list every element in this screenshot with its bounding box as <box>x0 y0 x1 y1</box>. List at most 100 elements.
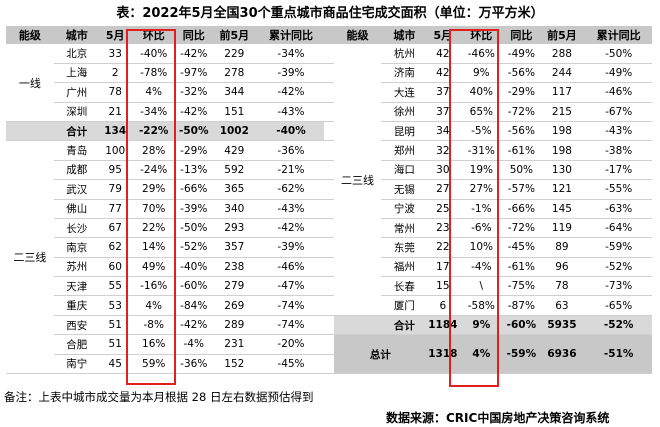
cell-yoy: -66% <box>504 199 539 219</box>
cell-ytd-value: 238 <box>210 257 258 278</box>
gap-cell <box>324 218 334 239</box>
cell-mom: -8% <box>130 315 177 336</box>
cell-ytd-yoy: -74% <box>257 295 325 316</box>
cell-yoy: -36% <box>176 354 211 375</box>
gap-cell <box>324 276 334 297</box>
cell-may-value: 6 <box>427 295 459 316</box>
header-ytd-yoy: 累计同比 <box>257 26 325 45</box>
cell-ytd-yoy: -45% <box>257 354 325 375</box>
cell-mom: 14% <box>130 237 177 258</box>
cell-yoy: -87% <box>504 295 539 316</box>
cell-mom: -34% <box>130 102 177 122</box>
cell-mom: -58% <box>458 295 505 316</box>
cell-mom: \ <box>458 276 505 297</box>
cell-city: 长春 <box>381 276 428 297</box>
gap-cell <box>324 315 334 336</box>
cell-yoy: -4% <box>176 334 211 355</box>
header-yoy: 同比 <box>504 26 539 45</box>
cell-ytd-yoy: -50% <box>585 44 652 64</box>
sum-mom: 9% <box>458 315 505 336</box>
cell-ytd-yoy: -42% <box>257 218 325 239</box>
cell-may-value: 95 <box>99 160 131 181</box>
grand-total-may-value: 1318 <box>427 334 459 375</box>
cell-mom: -40% <box>130 44 177 64</box>
cell-ytd-yoy: -39% <box>257 237 325 258</box>
header-may: 5月 <box>427 26 459 45</box>
cell-mom: 29% <box>130 179 177 200</box>
grand-total-yoy: -59% <box>504 334 539 375</box>
cell-may-value: 33 <box>99 44 131 64</box>
sum-may-value: 1184 <box>427 315 459 336</box>
cell-ytd-value: 340 <box>210 199 258 219</box>
cell-ytd-value: 279 <box>210 276 258 297</box>
cell-city: 郑州 <box>381 140 428 161</box>
header-mom: 环比 <box>458 26 505 45</box>
cell-ytd-value: 344 <box>210 82 258 103</box>
cell-ytd-value: 365 <box>210 179 258 200</box>
grand-total-mom: 4% <box>458 334 505 375</box>
gap-cell <box>324 82 334 103</box>
cell-ytd-yoy: -42% <box>257 82 325 103</box>
sum-mom: -22% <box>130 121 177 142</box>
cell-may-value: 67 <box>99 218 131 239</box>
cell-yoy: -39% <box>176 199 211 219</box>
cell-ytd-value: 592 <box>210 160 258 181</box>
cell-may-value: 17 <box>427 257 459 278</box>
sum-blank <box>6 121 54 142</box>
cell-yoy: -60% <box>176 276 211 297</box>
cell-ytd-yoy: -38% <box>585 140 652 161</box>
sum-ytd-value: 5935 <box>538 315 586 336</box>
gap-cell <box>324 237 334 258</box>
cell-ytd-yoy: -65% <box>585 295 652 316</box>
sum-yoy: -50% <box>176 121 211 142</box>
cell-yoy: -61% <box>504 140 539 161</box>
sum-blank-right <box>333 315 382 336</box>
cell-yoy: 50% <box>504 160 539 181</box>
cell-yoy: -66% <box>176 179 211 200</box>
cell-may-value: 30 <box>427 160 459 181</box>
cell-mom: -16% <box>130 276 177 297</box>
gap-cell <box>324 199 334 219</box>
cell-mom: 65% <box>458 102 505 122</box>
table-row: 重庆 53 4% -84% 269 -74% 厦门 6 -58% -87% 63 -65% <box>6 295 652 316</box>
cell-may-value: 45 <box>99 354 131 375</box>
cell-ytd-yoy: -43% <box>257 102 325 122</box>
cell-may-value: 23 <box>427 218 459 239</box>
gap-cell <box>324 334 334 355</box>
header-ytd: 前5月 <box>538 26 586 45</box>
cell-yoy: -29% <box>504 82 539 103</box>
cell-city: 天津 <box>53 276 100 297</box>
cell-ytd-value: 121 <box>538 179 586 200</box>
cell-ytd-value: 96 <box>538 257 586 278</box>
cell-ytd-yoy: -73% <box>585 276 652 297</box>
cell-mom: 4% <box>130 295 177 316</box>
gap-cell <box>324 295 334 316</box>
table-row: 天津 55 -16% -60% 279 -47% 长春 15 \ -75% 78 -73% <box>6 276 652 297</box>
cell-ytd-yoy: -43% <box>585 121 652 142</box>
cell-may-value: 78 <box>99 82 131 103</box>
cell-mom: 27% <box>458 179 505 200</box>
header-mom: 环比 <box>130 26 177 45</box>
cell-city: 无锡 <box>381 179 428 200</box>
cell-ytd-value: 289 <box>210 315 258 336</box>
cell-may-value: 15 <box>427 276 459 297</box>
cell-may-value: 79 <box>99 179 131 200</box>
cell-mom: 40% <box>458 82 505 103</box>
cell-city: 昆明 <box>381 121 428 142</box>
cell-ytd-value: 231 <box>210 334 258 355</box>
tier-label-2: 二三线 <box>6 140 54 375</box>
cell-mom: -4% <box>458 257 505 278</box>
cell-ytd-yoy: -20% <box>257 334 325 355</box>
cell-city: 厦门 <box>381 295 428 316</box>
cell-city: 上海 <box>53 63 100 84</box>
cell-ytd-value: 198 <box>538 121 586 142</box>
header-tier: 能级 <box>333 26 382 45</box>
cell-city: 佛山 <box>53 199 100 219</box>
table-title: 表：2022年5月全国30个重点城市商品住宅成交面积（单位：万平方米） <box>116 6 544 21</box>
cell-may-value: 22 <box>427 237 459 258</box>
cell-mom: -1% <box>458 199 505 219</box>
cell-ytd-value: 119 <box>538 218 586 239</box>
cell-yoy: -97% <box>176 63 211 84</box>
cell-may-value: 21 <box>99 102 131 122</box>
tier-label-1: 一线 <box>6 44 54 122</box>
